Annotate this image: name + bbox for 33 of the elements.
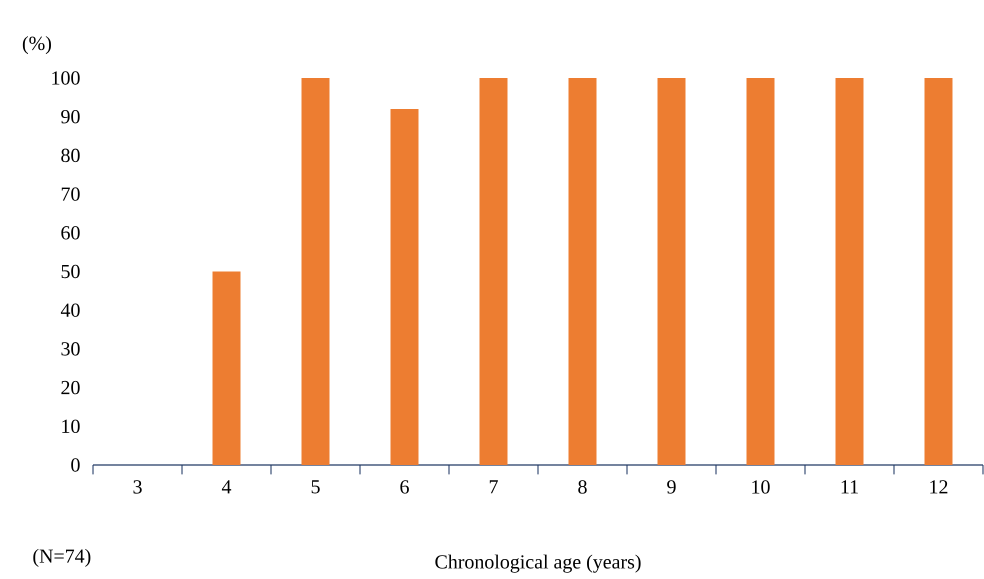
x-tick-label: 8 (578, 480, 587, 494)
x-tick-label: 12 (930, 480, 948, 494)
y-tick-label: 50 (62, 264, 80, 278)
bar (212, 271, 241, 465)
y-tick-label: 20 (61, 380, 80, 394)
y-tick-label: 0 (71, 458, 80, 472)
text: (N=74) (33, 548, 90, 567)
y-tick-label: 90 (61, 110, 80, 124)
x-tick-label: 10 (752, 480, 770, 494)
y-tick-label: 30 (61, 342, 80, 356)
bar (658, 78, 686, 465)
x-tick-label: 11 (842, 480, 858, 494)
y-axis-title: (%) (22, 36, 51, 54)
y-tick-label: 60 (61, 226, 80, 240)
x-tick-label: 7 (490, 480, 498, 494)
bar (302, 78, 330, 465)
y-tick-label: 80 (61, 148, 80, 162)
bar (390, 108, 418, 465)
x-tick-label: 5 (312, 480, 320, 494)
x-tick-label: 3 (133, 480, 142, 494)
bar (746, 78, 774, 465)
x-tick-label: 4 (222, 480, 232, 494)
x-tick-label: 6 (400, 480, 409, 494)
x-axis-title: Chronological age (years) (435, 554, 641, 573)
bar (568, 78, 597, 465)
x-tick-label: 9 (667, 480, 676, 494)
bar (924, 78, 952, 465)
y-tick-label: 70 (62, 187, 80, 201)
bar (480, 78, 508, 465)
y-tick-label: 100 (52, 71, 80, 85)
y-tick-label: 40 (60, 303, 80, 317)
bar (836, 78, 864, 465)
y-tick-label: 10 (62, 419, 80, 433)
